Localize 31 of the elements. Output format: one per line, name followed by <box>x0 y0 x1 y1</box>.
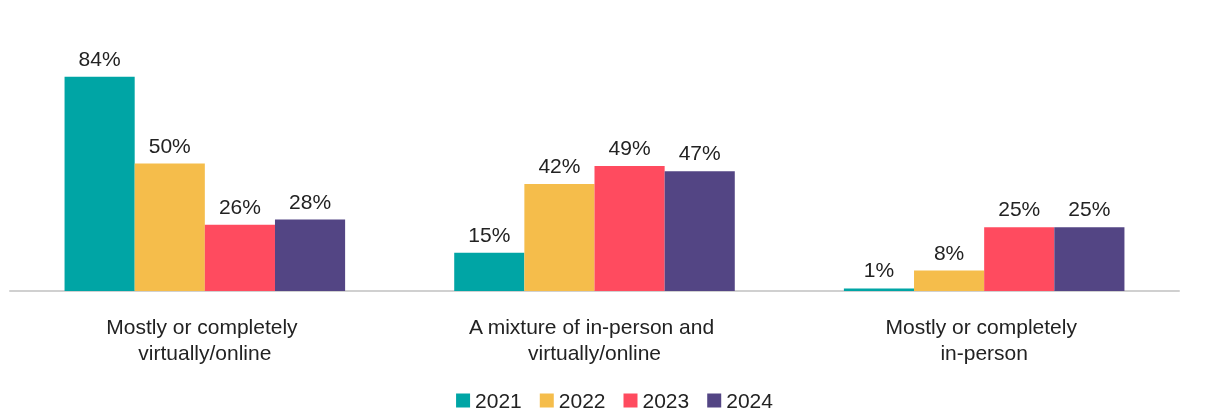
data-label: 8% <box>933 240 965 264</box>
bar <box>454 252 525 291</box>
x-tick-label: A mixture of in-person and virtually/online <box>469 314 720 364</box>
data-label: 49% <box>608 136 651 160</box>
x-tick-label: Mostly or completely in-person <box>885 314 1083 364</box>
legend-label: 2024 <box>726 389 774 412</box>
bar <box>914 270 985 291</box>
bar <box>664 171 735 291</box>
data-label: 42% <box>538 153 581 177</box>
legend-label: 2023 <box>642 389 690 412</box>
data-label: 84% <box>78 46 121 70</box>
bar <box>134 163 205 291</box>
bar <box>1054 227 1125 291</box>
bar <box>984 227 1055 291</box>
bar <box>204 224 275 291</box>
data-label: 15% <box>468 222 511 246</box>
data-label: 28% <box>289 189 332 213</box>
legend-label: 2021 <box>475 389 522 412</box>
bar <box>524 183 595 291</box>
data-label: 26% <box>218 194 261 218</box>
data-label: 25% <box>1068 197 1111 221</box>
bar <box>843 288 915 291</box>
bar <box>594 166 665 291</box>
data-label: 47% <box>678 141 721 165</box>
x-tick-label: Mostly or completely virtually/online <box>106 314 304 364</box>
legend-label: 2022 <box>558 389 606 412</box>
bar <box>274 219 346 291</box>
bar <box>64 76 135 291</box>
data-label: 25% <box>998 197 1041 221</box>
data-label: 1% <box>863 258 895 282</box>
data-label: 50% <box>148 133 191 157</box>
